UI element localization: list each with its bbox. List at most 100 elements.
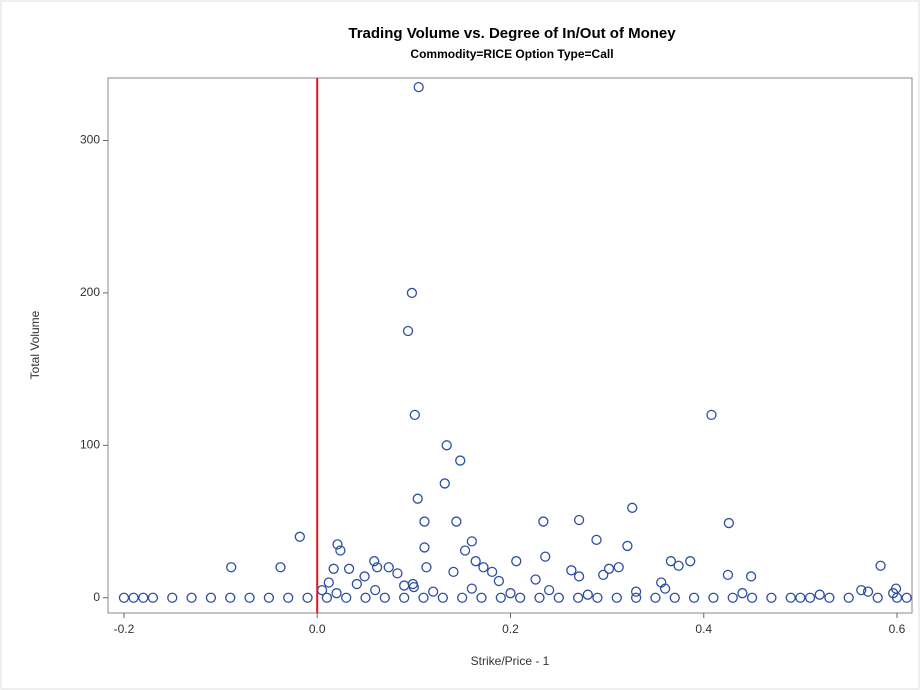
data-point <box>766 592 777 603</box>
data-point <box>263 592 275 603</box>
data-point <box>406 287 418 299</box>
data-point <box>409 409 420 421</box>
data-point <box>351 578 362 590</box>
data-point <box>630 586 642 597</box>
data-point <box>795 592 806 603</box>
data-point <box>505 588 516 599</box>
data-point <box>493 575 505 587</box>
data-point <box>511 556 522 567</box>
data-point <box>419 516 430 527</box>
data-point <box>370 584 381 596</box>
data-point <box>451 516 462 527</box>
data-point <box>495 592 506 603</box>
data-point <box>343 563 355 574</box>
data-point <box>118 592 130 603</box>
data-point <box>399 592 410 603</box>
data-point <box>421 562 432 573</box>
data-point <box>167 592 178 603</box>
data-point <box>534 592 545 603</box>
data-point <box>875 560 886 571</box>
data-point <box>466 583 477 594</box>
data-point <box>630 592 642 603</box>
chart-subtitle: Commodity=RICE Option Type=Call <box>410 47 613 61</box>
data-point <box>459 545 471 556</box>
data-point <box>379 592 391 603</box>
data-point <box>302 592 313 603</box>
data-point <box>399 580 410 591</box>
data-point <box>706 409 717 421</box>
data-point <box>441 440 452 451</box>
data-point <box>543 584 555 596</box>
data-point <box>392 568 403 579</box>
data-point <box>383 562 394 573</box>
data-point <box>402 325 414 337</box>
data-point <box>540 551 551 562</box>
data-point <box>727 592 738 603</box>
data-point <box>566 565 577 576</box>
data-point <box>862 586 874 597</box>
data-point <box>419 542 430 553</box>
data-point <box>573 571 585 582</box>
data-point <box>478 562 489 573</box>
data-point <box>321 592 333 603</box>
data-point <box>457 592 468 603</box>
x-axis-label: Strike/Price - 1 <box>471 654 550 668</box>
data-point <box>592 592 603 603</box>
data-point <box>448 566 459 577</box>
data-point <box>673 560 684 571</box>
data-point <box>746 592 758 603</box>
data-point <box>328 563 339 574</box>
data-point <box>856 584 867 596</box>
y-tick-label: 300 <box>80 133 100 147</box>
data-point <box>244 592 255 603</box>
data-point <box>335 545 346 556</box>
data-point <box>439 478 450 489</box>
data-point <box>283 592 294 603</box>
data-point <box>582 589 593 600</box>
data-point <box>371 562 383 573</box>
y-tick-label: 0 <box>93 590 100 604</box>
data-point <box>824 592 835 603</box>
data-point <box>186 592 197 603</box>
data-point <box>665 556 677 567</box>
data-point <box>331 588 342 599</box>
x-tick-label: 0.6 <box>889 622 906 636</box>
data-point <box>275 562 286 573</box>
data-point <box>598 569 609 581</box>
data-point <box>737 588 748 599</box>
data-point <box>669 592 680 603</box>
data-point <box>659 583 671 594</box>
data-point <box>323 577 334 588</box>
data-point <box>685 556 696 567</box>
data-point <box>901 592 912 603</box>
data-point <box>745 571 757 582</box>
data-point <box>332 539 343 550</box>
data-point <box>530 574 541 585</box>
data-point <box>412 493 423 504</box>
data-point <box>514 592 526 603</box>
data-point <box>650 592 661 603</box>
data-point <box>470 556 481 567</box>
x-tick-label: 0.4 <box>695 622 712 636</box>
data-point <box>316 584 328 596</box>
data-point <box>226 562 237 573</box>
x-tick-label: 0.2 <box>502 622 519 636</box>
data-point <box>455 455 466 466</box>
data-point <box>128 592 139 603</box>
y-tick-label: 200 <box>80 285 100 299</box>
x-tick-label: -0.2 <box>114 622 135 636</box>
data-point <box>785 592 796 603</box>
data-point <box>804 592 816 603</box>
data-point <box>843 592 854 603</box>
data-point <box>413 81 424 93</box>
data-point <box>573 514 585 526</box>
data-point <box>591 534 602 545</box>
data-point <box>225 592 236 603</box>
data-point <box>722 569 734 581</box>
data-point <box>538 516 549 527</box>
data-point <box>138 592 149 603</box>
y-tick-label: 100 <box>80 438 100 452</box>
data-point <box>428 586 439 597</box>
data-point <box>688 592 700 603</box>
